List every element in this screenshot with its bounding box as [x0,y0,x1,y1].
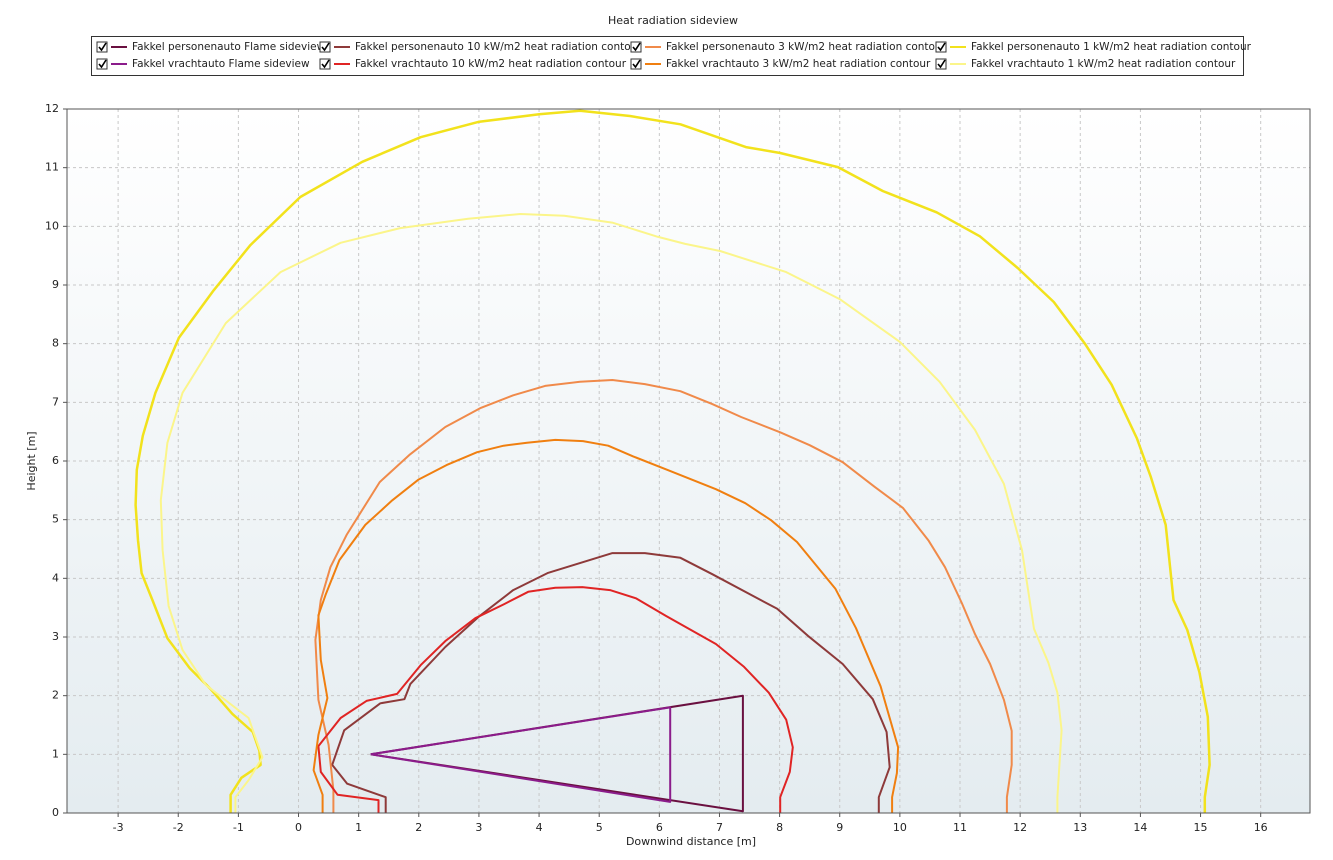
legend-item[interactable]: Fakkel vrachtauto 3 kW/m2 heat radiation… [630,58,931,70]
y-tick-label: 4 [52,571,59,584]
series-line [159,213,1063,813]
y-tick-label: 11 [45,161,59,174]
legend-check [321,59,330,69]
legend-check [632,42,641,52]
y-tick-label: 5 [52,513,59,526]
legend-label: Fakkel personenauto 3 kW/m2 heat radiati… [666,41,947,53]
legend-item[interactable]: Fakkel personenauto Flame sideview [96,41,326,53]
x-tick-label: 4 [536,821,543,834]
series-line [370,706,672,803]
x-tick-label: 16 [1254,821,1268,834]
legend-checkbox[interactable] [630,41,642,53]
chart-title: Heat radiation sideview [608,14,738,27]
legend-checkbox[interactable] [96,41,108,53]
x-tick-label: 3 [475,821,482,834]
x-tick-label: 12 [1013,821,1027,834]
y-tick-label: 6 [52,454,59,467]
y-tick-label: 7 [52,395,59,408]
legend-check [632,59,641,69]
x-tick-label: 0 [295,821,302,834]
plot-area [67,109,1310,813]
x-tick-label: 5 [596,821,603,834]
legend-item[interactable]: Fakkel vrachtauto Flame sideview [96,58,310,70]
x-tick-label: 10 [893,821,907,834]
series-line [331,552,891,813]
x-tick-label: 14 [1133,821,1147,834]
x-tick-label: 11 [953,821,967,834]
y-axis-label: Height [m] [25,431,38,490]
legend-label: Fakkel vrachtauto 1 kW/m2 heat radiation… [971,58,1236,70]
y-tick-label: 0 [52,806,59,819]
y-tick-label: 2 [52,689,59,702]
legend-check [937,59,946,69]
y-tick-label: 10 [45,219,59,232]
legend-checkbox[interactable] [630,58,642,70]
legend-item[interactable]: Fakkel vrachtauto 1 kW/m2 heat radiation… [935,58,1236,70]
legend-label: Fakkel vrachtauto Flame sideview [132,58,310,70]
legend-checkbox[interactable] [319,41,331,53]
legend-check [937,42,946,52]
legend-checkbox[interactable] [319,58,331,70]
y-tick-label: 8 [52,337,59,350]
legend-check [98,59,107,69]
legend-item[interactable]: Fakkel personenauto 10 kW/m2 heat radiat… [319,41,642,53]
x-tick-label: 6 [656,821,663,834]
x-tick-label: -1 [233,821,244,834]
legend-label: Fakkel vrachtauto 3 kW/m2 heat radiation… [666,58,931,70]
y-tick-label: 1 [52,747,59,760]
legend-check [321,42,330,52]
x-tick-label: 15 [1194,821,1208,834]
legend-checkbox[interactable] [935,58,947,70]
y-tick-label: 9 [52,278,59,291]
legend-label: Fakkel personenauto Flame sideview [132,41,326,53]
series-line [134,109,1211,813]
legend-label: Fakkel personenauto 1 kW/m2 heat radiati… [971,41,1252,53]
legend-box [91,36,1244,76]
legend-checkbox[interactable] [935,41,947,53]
legend-item[interactable]: Fakkel personenauto 3 kW/m2 heat radiati… [630,41,947,53]
series-line [312,438,900,813]
legend-checkbox[interactable] [96,58,108,70]
x-tick-label: -2 [173,821,184,834]
y-tick-label: 3 [52,630,59,643]
legend-check [98,42,107,52]
x-tick-label: 13 [1073,821,1087,834]
series-line [317,586,794,813]
x-tick-label: 2 [415,821,422,834]
x-tick-label: 1 [355,821,362,834]
x-axis-label: Downwind distance [m] [626,835,756,848]
x-tick-label: 9 [836,821,843,834]
x-tick-label: 8 [776,821,783,834]
y-tick-label: 12 [45,102,59,115]
legend-label: Fakkel personenauto 10 kW/m2 heat radiat… [355,41,642,53]
x-tick-label: -3 [113,821,124,834]
legend-label: Fakkel vrachtauto 10 kW/m2 heat radiatio… [355,58,627,70]
x-tick-label: 7 [716,821,723,834]
legend-item[interactable]: Fakkel vrachtauto 10 kW/m2 heat radiatio… [319,58,627,70]
series-line [314,379,1013,813]
legend-item[interactable]: Fakkel personenauto 1 kW/m2 heat radiati… [935,41,1252,53]
